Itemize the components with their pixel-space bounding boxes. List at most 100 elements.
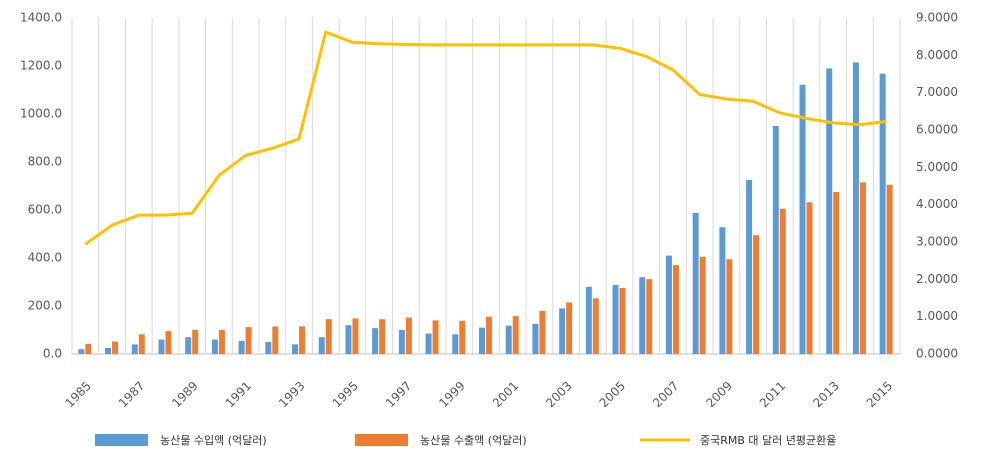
x-tick-label: 1987 <box>116 379 147 410</box>
x-tick-label: 1995 <box>330 379 361 410</box>
x-tick-label: 2013 <box>810 379 841 410</box>
bar <box>779 208 786 354</box>
bar <box>325 319 332 354</box>
x-tick-label: 1989 <box>169 379 200 410</box>
bar <box>719 227 726 354</box>
legend-label: 중국RMB 대 달러 년평균환율 <box>700 434 836 447</box>
legend-label: 농산물 수입액 (억달러) <box>160 434 267 447</box>
bar <box>85 343 92 354</box>
y-tick-label: 200.0 <box>28 299 62 313</box>
legend-swatch <box>95 434 148 446</box>
bar <box>672 265 679 354</box>
line <box>84 30 887 246</box>
y2-tick-label: 0.0000 <box>916 347 958 361</box>
bar <box>539 310 546 354</box>
bar <box>211 339 218 354</box>
y2-tick-label: 1.0000 <box>916 309 958 323</box>
y2-tick-label: 9.0000 <box>916 11 958 25</box>
bar <box>639 277 646 354</box>
bar <box>833 192 840 354</box>
legend-label: 농산물 수출액 (억달러) <box>420 434 527 447</box>
y2-tick-label: 5.0000 <box>916 160 958 174</box>
bar <box>559 308 566 354</box>
x-tick-label: 1991 <box>223 379 254 410</box>
bar <box>131 344 138 354</box>
bar <box>665 255 672 354</box>
bar <box>272 326 279 354</box>
y-tick-label: 1400.0 <box>20 11 62 25</box>
bar <box>218 330 225 354</box>
x-tick-label: 2001 <box>490 379 521 410</box>
y2-tick-label: 7.0000 <box>916 85 958 99</box>
bar <box>432 320 439 354</box>
bar <box>405 317 412 354</box>
bar <box>158 339 165 354</box>
x-tick-label: 1985 <box>62 379 93 410</box>
bar <box>692 212 699 354</box>
bar <box>585 286 592 354</box>
bar <box>726 259 733 354</box>
bar <box>772 126 779 354</box>
bar <box>292 344 299 354</box>
x-tick-label: 1993 <box>276 379 307 410</box>
bar <box>566 302 573 354</box>
x-tick-label: 1997 <box>383 379 414 410</box>
bar <box>398 330 405 354</box>
x-tick-label: 2003 <box>543 379 574 410</box>
bar <box>852 62 859 355</box>
x-tick-label: 2009 <box>703 379 734 410</box>
bar <box>806 202 813 354</box>
bar <box>799 84 806 354</box>
bar <box>886 184 893 354</box>
bar <box>105 348 112 354</box>
bar <box>165 331 172 354</box>
x-tick-label: 2015 <box>864 379 895 410</box>
bar <box>859 182 866 354</box>
bar <box>318 337 325 354</box>
y2-tick-label: 3.0000 <box>916 235 958 249</box>
y-tick-label: 600.0 <box>28 203 62 217</box>
y2-tick-label: 2.0000 <box>916 272 958 286</box>
y2-tick-label: 6.0000 <box>916 123 958 137</box>
y-tick-label: 1000.0 <box>20 107 62 121</box>
x-tick-label: 2011 <box>757 379 788 410</box>
x-tick-label: 2005 <box>597 379 628 410</box>
bar <box>372 328 379 354</box>
bar <box>486 316 492 354</box>
bar <box>532 324 539 354</box>
bar <box>592 298 599 354</box>
bar <box>879 73 886 355</box>
bar <box>753 235 760 354</box>
bar <box>699 256 706 354</box>
bar <box>479 327 485 354</box>
bar <box>192 330 199 354</box>
bar <box>238 340 245 354</box>
bar <box>452 334 459 354</box>
y-tick-label: 400.0 <box>28 251 62 265</box>
x-tick-label: 2007 <box>650 379 681 410</box>
bar <box>299 326 306 354</box>
bar <box>619 288 626 354</box>
bar <box>459 320 466 354</box>
bar <box>185 337 192 354</box>
bar <box>746 180 753 354</box>
bar <box>505 325 512 354</box>
legend-swatch <box>355 434 408 446</box>
bar <box>352 318 359 354</box>
bar <box>245 327 252 354</box>
bar <box>78 349 85 354</box>
bar <box>826 68 833 355</box>
x-tick-label: 1999 <box>436 379 467 410</box>
bar <box>612 284 619 354</box>
y-tick-label: 1200.0 <box>20 59 62 73</box>
bar <box>425 333 432 354</box>
bar <box>138 334 145 354</box>
y2-tick-label: 4.0000 <box>916 197 958 211</box>
bar <box>265 342 272 354</box>
y-tick-label: 800.0 <box>28 155 62 169</box>
bar <box>646 279 653 354</box>
bar <box>379 319 386 354</box>
bar <box>512 316 519 354</box>
bar <box>345 325 352 354</box>
